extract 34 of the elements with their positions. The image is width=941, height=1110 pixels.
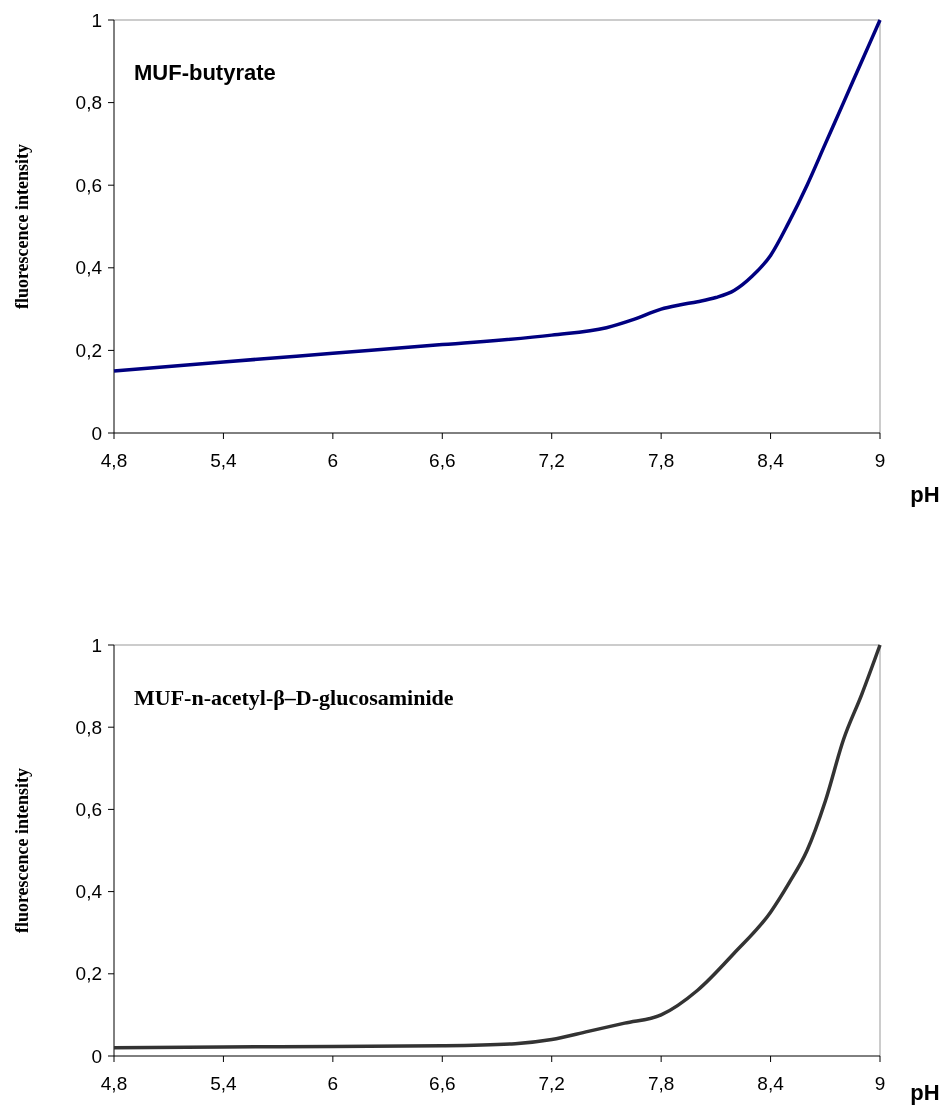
x-tick-label: 6,6: [429, 1073, 456, 1094]
y-tick-label: 0,8: [75, 716, 102, 738]
y-tick-label: 0,2: [75, 963, 102, 985]
y-tick-label: 1: [91, 634, 102, 656]
x-tick-label: 7,2: [538, 450, 565, 471]
y-tick-label: 0: [91, 1045, 102, 1067]
x-tick-label: 5,4: [210, 450, 238, 471]
y-tick-label: 0,6: [75, 174, 102, 196]
x-tick-label: 4,8: [100, 450, 128, 471]
x-tick-label: 4,8: [100, 1073, 128, 1094]
y-tick-label: 0: [91, 422, 102, 444]
y-tick-label: 0,2: [75, 340, 102, 362]
x-tick-label: 8,4: [757, 1073, 785, 1094]
text: MUF-n-acetyl-β–D-glucosaminide: [134, 685, 454, 710]
x-tick-label: 9: [874, 1073, 886, 1094]
x-tick-label: 6,6: [429, 450, 456, 471]
x-tick-label: 6: [327, 1073, 339, 1094]
y-tick-label: 0,6: [75, 799, 102, 821]
x-axis-title: pH: [910, 1080, 940, 1105]
y-tick-label: 1: [91, 9, 102, 31]
y-tick-label: 0,4: [75, 257, 103, 279]
text: MUF-butyrate: [134, 60, 276, 85]
x-tick-label: 6: [327, 450, 339, 471]
y-tick-label: 0,4: [75, 881, 103, 903]
x-tick-label: 8,4: [757, 450, 785, 471]
x-tick-label: 5,4: [210, 1073, 238, 1094]
x-axis-title: pH: [910, 482, 940, 507]
y-axis-title: fluorescence intensity: [12, 767, 32, 934]
x-tick-label: 7,2: [538, 1073, 565, 1094]
y-axis-title: fluorescence intensity: [12, 143, 32, 310]
x-tick-label: 7,8: [647, 450, 675, 471]
x-tick-label: 7,8: [647, 1073, 675, 1094]
y-tick-label: 0,8: [75, 92, 102, 114]
x-tick-label: 9: [874, 450, 886, 471]
